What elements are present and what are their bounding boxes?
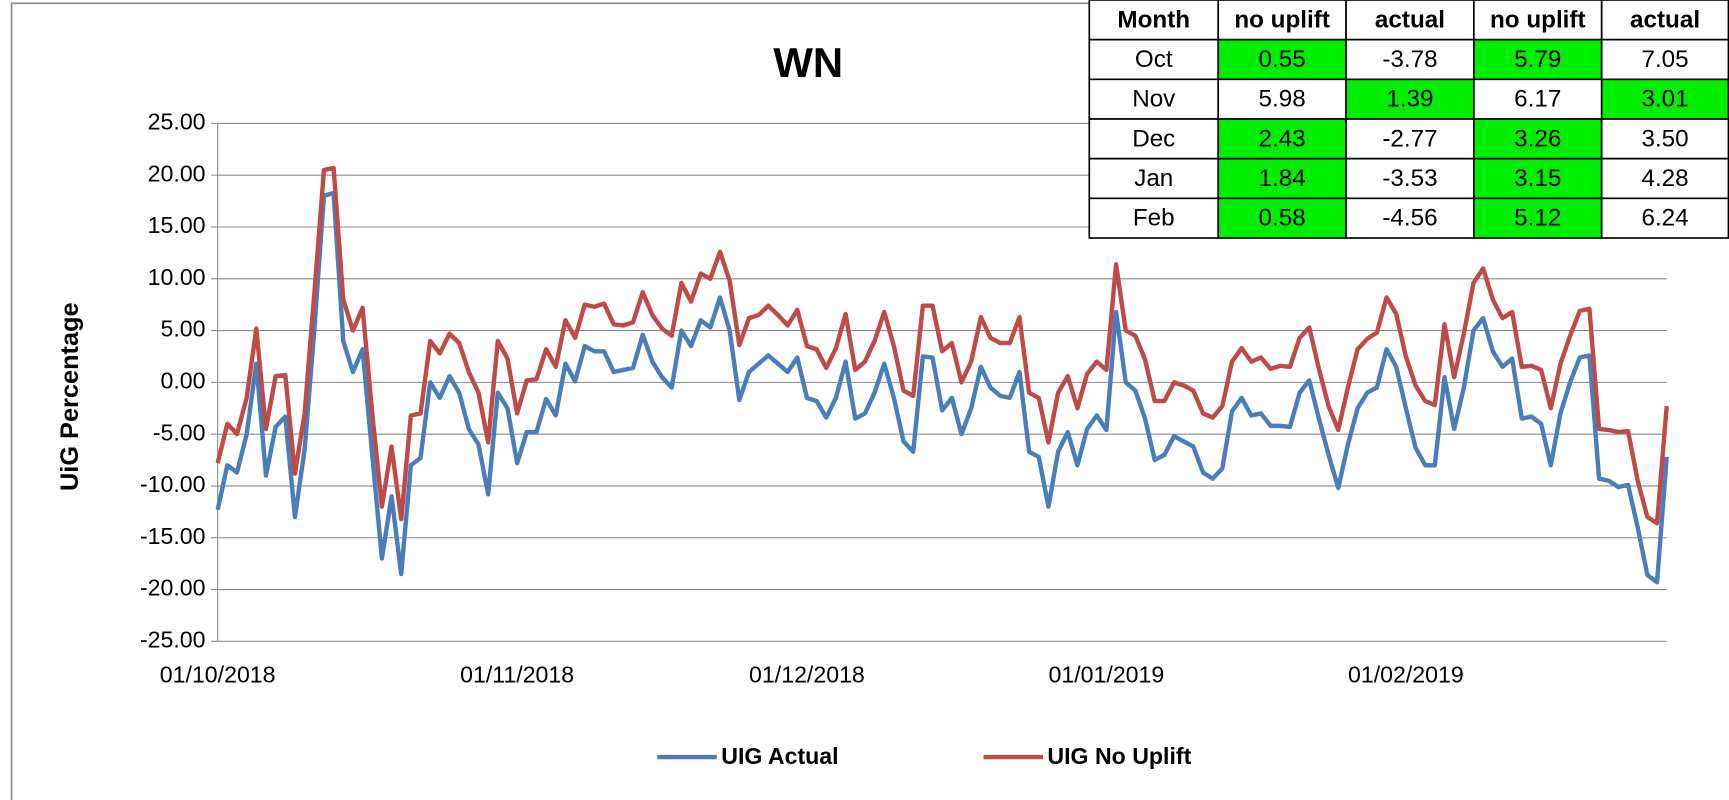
table-text: Oct — [1135, 46, 1173, 73]
table-text: -4.56 — [1382, 205, 1437, 232]
table-cell — [1473, 197, 1603, 239]
x-tick-label: 01/02/2019 — [1348, 662, 1464, 688]
table-cell — [1088, 157, 1220, 200]
table-cell — [1345, 157, 1475, 200]
table-cell — [1088, 38, 1220, 81]
table-text: 3.26 — [1514, 125, 1561, 152]
y-tick-label: 10.00 — [148, 264, 206, 290]
table-cell — [1473, 118, 1603, 160]
table-text: 6.24 — [1641, 205, 1688, 232]
table-text: 7.05 — [1641, 46, 1688, 73]
table-header: actual — [1375, 6, 1445, 33]
legend-label: UIG No Uplift — [1047, 743, 1191, 769]
table-cell — [1217, 118, 1347, 160]
x-tick-label: 01/10/2018 — [160, 662, 276, 688]
chart-frame — [10, 2, 1729, 800]
table-header: no uplift — [1234, 6, 1330, 33]
table-cell — [1217, 38, 1347, 81]
table-text: 2.43 — [1259, 125, 1306, 152]
table-cell — [1345, 197, 1475, 239]
x-tick-label: 01/01/2019 — [1049, 662, 1165, 688]
y-tick-label: -25.00 — [140, 626, 206, 652]
table-cell — [1473, 78, 1603, 120]
table-text: -3.78 — [1382, 46, 1437, 73]
table-cell — [1600, 0, 1729, 41]
y-tick-label: -5.00 — [153, 419, 206, 445]
table-text: 4.28 — [1641, 165, 1688, 192]
table-text: -3.53 — [1382, 165, 1437, 192]
y-tick-label: -20.00 — [140, 575, 206, 601]
table-text: 5.79 — [1514, 46, 1561, 73]
table-cell — [1088, 197, 1220, 239]
series-line — [215, 190, 1669, 585]
x-tick-label: 01/12/2018 — [749, 662, 865, 688]
table-cell — [1600, 197, 1729, 239]
table-cell — [1600, 78, 1729, 120]
table-text: 3.01 — [1641, 86, 1688, 113]
y-tick-label: 15.00 — [148, 212, 206, 238]
table-cell — [1473, 157, 1603, 200]
table-cell — [1217, 197, 1347, 239]
legend-label: UIG Actual — [721, 743, 838, 769]
table-cell — [1345, 0, 1475, 41]
table-text: 6.17 — [1514, 86, 1561, 113]
table-text: Nov — [1132, 86, 1176, 113]
y-tick-label: -15.00 — [140, 523, 206, 549]
table-text: Jan — [1134, 165, 1173, 192]
table-header: actual — [1630, 6, 1700, 33]
series-line — [215, 165, 1669, 526]
y-tick-label: 25.00 — [148, 109, 206, 135]
table-cell — [1217, 0, 1347, 41]
table-text: 3.50 — [1641, 125, 1688, 152]
table-text: -2.77 — [1382, 125, 1437, 152]
table-text: 0.58 — [1259, 205, 1306, 232]
table-text: Dec — [1132, 125, 1175, 152]
y-tick-label: 20.00 — [148, 160, 206, 186]
table-cell — [1600, 118, 1729, 160]
table-text: 1.39 — [1386, 86, 1433, 113]
chart-title: WN — [773, 39, 843, 86]
x-tick-label: 01/11/2018 — [460, 662, 574, 688]
table-header: Month — [1117, 6, 1190, 33]
table-text: Feb — [1133, 205, 1175, 232]
table-text: 1.84 — [1259, 165, 1306, 192]
y-tick-label: -10.00 — [140, 471, 206, 497]
table-cell — [1600, 157, 1729, 200]
y-tick-label: 5.00 — [161, 316, 206, 342]
table-cell — [1345, 78, 1475, 120]
table-text: 0.55 — [1259, 46, 1306, 73]
table-header: no uplift — [1490, 6, 1586, 33]
table-text: 3.15 — [1514, 165, 1561, 192]
table-text: 5.98 — [1259, 86, 1306, 113]
table-text: 5.12 — [1514, 205, 1561, 232]
y-tick-label: 0.00 — [161, 367, 206, 393]
y-axis-label: UiG Percentage — [56, 302, 84, 491]
